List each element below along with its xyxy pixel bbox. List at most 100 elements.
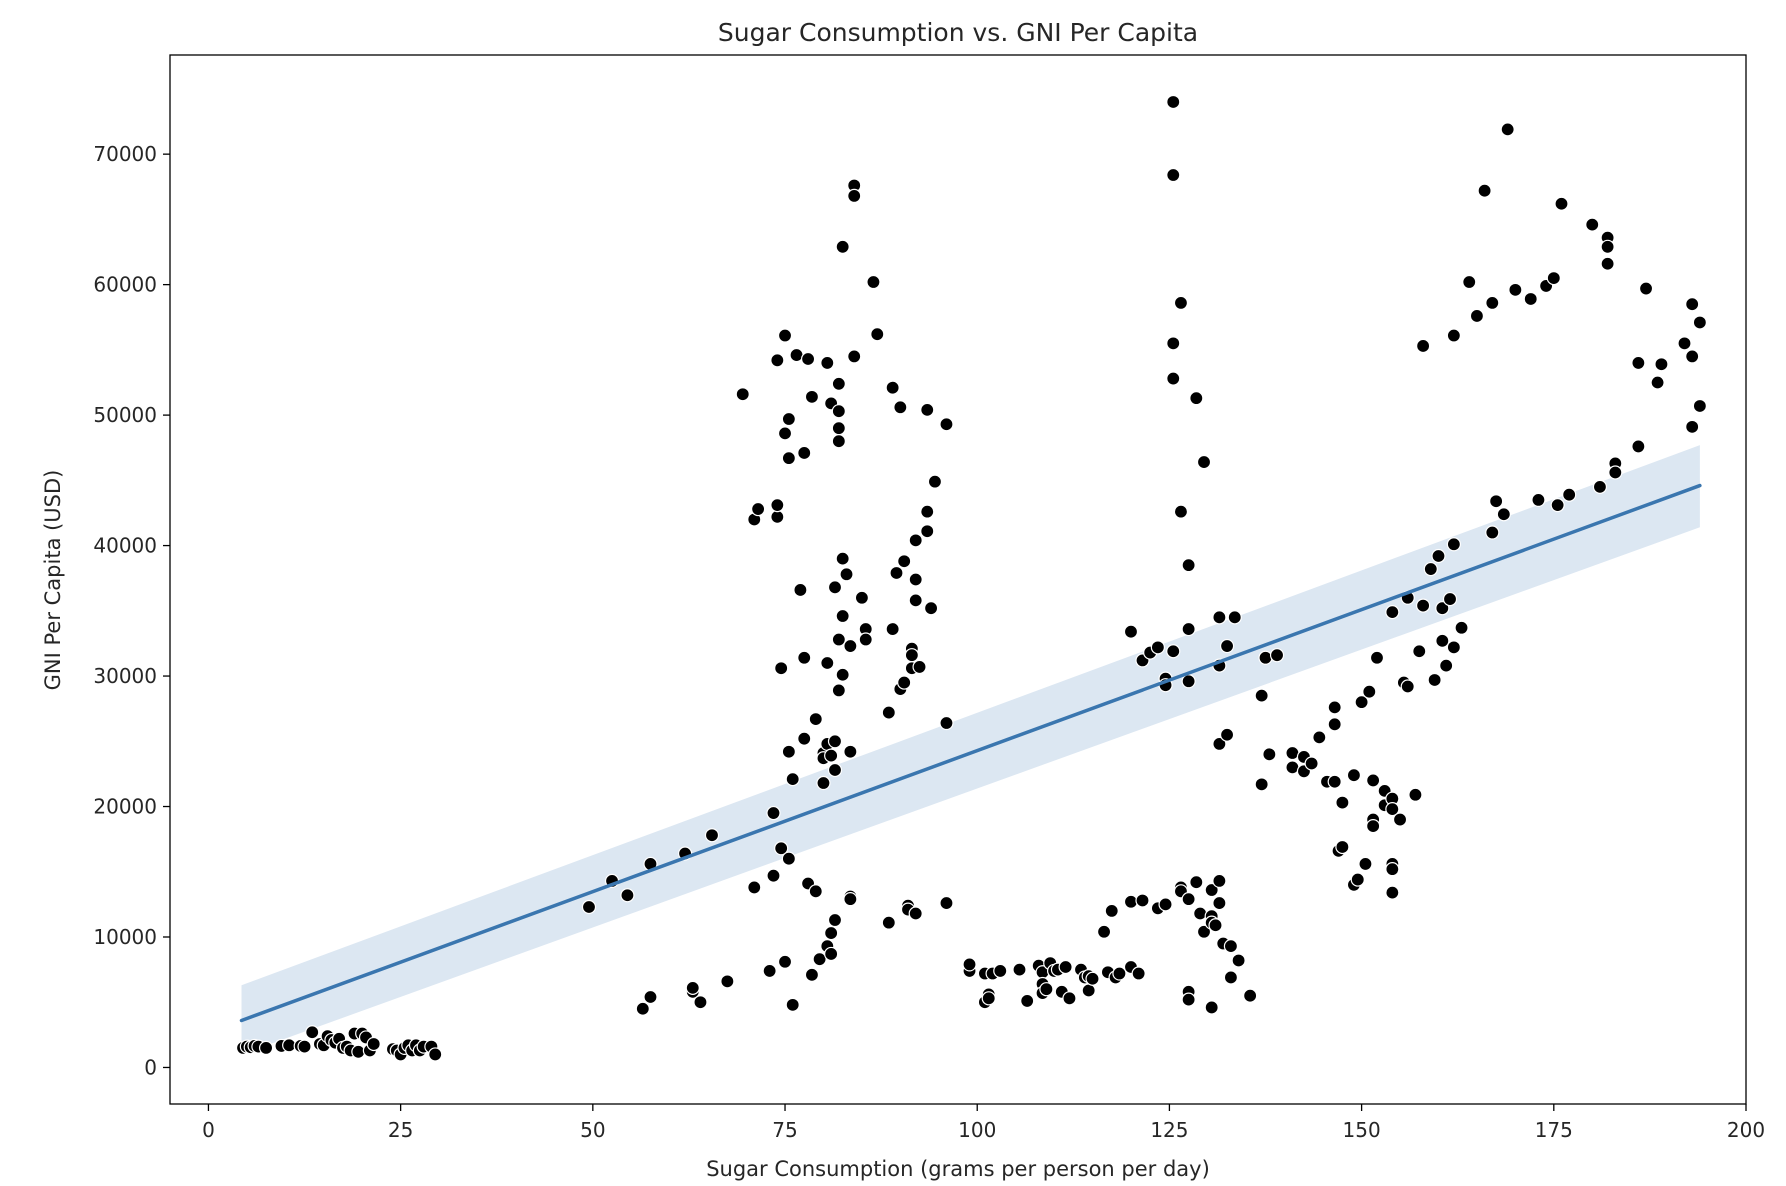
x-tick-label: 50 (580, 1118, 605, 1142)
data-point (366, 1036, 381, 1052)
data-point (1223, 939, 1239, 954)
data-point (1446, 328, 1461, 343)
data-point (1485, 295, 1500, 310)
data-point (1081, 983, 1096, 998)
data-point (1058, 959, 1073, 975)
data-point (797, 731, 812, 746)
data-point (908, 593, 923, 608)
data-point (904, 648, 919, 663)
data-point (835, 239, 850, 254)
data-point (1335, 795, 1350, 810)
data-point (1500, 122, 1515, 137)
data-point (831, 376, 846, 391)
data-point (835, 608, 850, 624)
data-point (843, 744, 858, 759)
data-point (1173, 504, 1189, 519)
data-point (889, 565, 904, 581)
data-point (785, 997, 800, 1012)
data-point (827, 912, 843, 928)
data-point (1104, 903, 1119, 919)
y-axis-label: GNI Per Capita (USD) (41, 470, 65, 691)
data-point (843, 892, 858, 907)
data-point (1400, 679, 1415, 694)
data-point (635, 1001, 650, 1016)
data-point (1212, 873, 1227, 888)
data-point (847, 349, 862, 364)
data-point (1181, 674, 1196, 689)
data-point (643, 989, 658, 1005)
data-point (1312, 730, 1327, 745)
data-point (1262, 747, 1277, 762)
data-point (1435, 601, 1450, 616)
data-point (885, 621, 900, 637)
data-point (1412, 644, 1427, 659)
data-point (1600, 256, 1615, 271)
data-point (939, 895, 954, 911)
data-point (1204, 882, 1219, 898)
data-point (1631, 355, 1646, 371)
data-point (831, 632, 846, 647)
data-point (927, 474, 943, 489)
data-point (923, 601, 939, 616)
data-point (824, 946, 839, 962)
data-point (720, 974, 735, 989)
data-point (812, 952, 827, 967)
data-point (1181, 892, 1196, 907)
data-point (258, 1040, 274, 1055)
data-point (1335, 839, 1350, 855)
data-point (1173, 295, 1189, 310)
data-point (1166, 94, 1181, 110)
data-point (1423, 561, 1438, 577)
data-point (1435, 633, 1450, 648)
y-tick-label: 70000 (93, 142, 157, 166)
data-point (1189, 875, 1204, 890)
x-tick-label: 150 (1343, 1118, 1381, 1142)
data-point (804, 389, 820, 404)
data-point (777, 328, 793, 343)
data-point (1608, 465, 1623, 480)
data-point (1446, 537, 1461, 552)
data-point (1416, 338, 1431, 354)
data-point (1269, 648, 1285, 663)
data-point (1692, 398, 1707, 414)
data-point (1562, 487, 1577, 502)
data-point (1408, 787, 1423, 802)
data-point (1231, 953, 1246, 968)
x-tick-label: 25 (388, 1118, 413, 1142)
data-point (1692, 315, 1707, 330)
data-point (1166, 336, 1181, 351)
data-point (1096, 924, 1112, 939)
data-point (800, 351, 816, 367)
data-point (1385, 802, 1400, 817)
data-point (770, 353, 785, 368)
data-point (1227, 610, 1242, 625)
y-tick-label: 60000 (93, 273, 157, 297)
data-point (1454, 620, 1469, 635)
data-point (808, 884, 823, 899)
data-point (1592, 479, 1608, 494)
data-point (1385, 862, 1400, 877)
data-point (793, 582, 808, 598)
y-tick-label: 50000 (93, 403, 157, 427)
data-point (1546, 271, 1561, 286)
data-point (939, 417, 954, 432)
data-point (893, 400, 908, 415)
data-point (685, 980, 700, 995)
plot-area (235, 94, 1707, 1062)
data-point (1123, 624, 1139, 639)
data-point (1477, 183, 1492, 198)
data-point (1416, 598, 1431, 613)
data-point (827, 762, 843, 778)
data-point (1062, 991, 1077, 1006)
data-point (1123, 894, 1139, 909)
y-tick-label: 40000 (93, 534, 157, 558)
data-point (1196, 924, 1212, 939)
data-point (885, 380, 900, 395)
data-point (824, 925, 839, 941)
data-point (1631, 439, 1646, 454)
data-point (866, 274, 881, 290)
data-point (1442, 591, 1458, 607)
data-point (351, 1044, 366, 1059)
data-point (1166, 644, 1181, 659)
data-point (1039, 982, 1054, 997)
